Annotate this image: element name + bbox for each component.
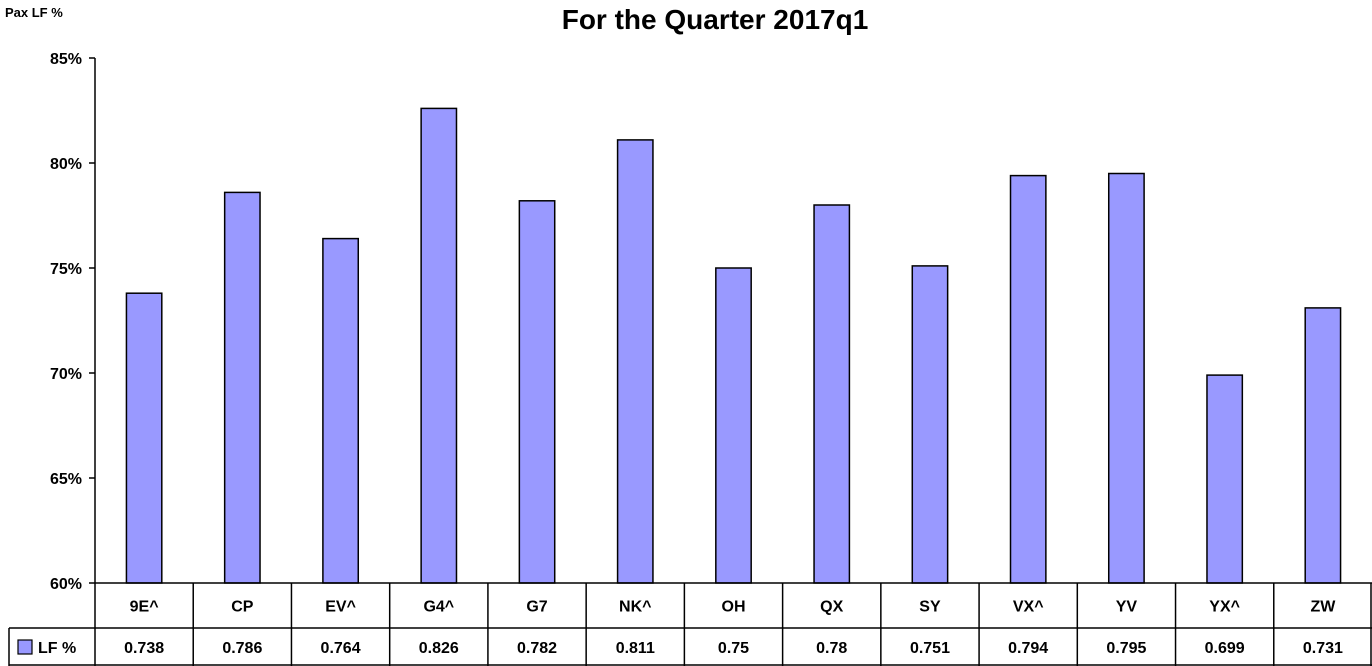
data-label: 0.786 — [222, 640, 262, 657]
x-tick-label: EV^ — [325, 599, 356, 616]
x-tick-label: OH — [722, 599, 746, 616]
bar-series — [125, 107, 1342, 584]
bar — [322, 237, 360, 584]
x-tick-label: CP — [231, 599, 254, 616]
chart-title: For the Quarter 2017q1 — [562, 4, 869, 35]
data-label: 0.78 — [816, 640, 847, 657]
x-tick-label: 9E^ — [130, 599, 159, 616]
x-tick-label: NK^ — [619, 599, 651, 616]
bar — [1206, 374, 1244, 584]
data-label: 0.731 — [1303, 640, 1343, 657]
y-tick-label: 80% — [50, 156, 82, 173]
legend-label: LF % — [38, 640, 76, 657]
y-tick-label: 60% — [50, 576, 82, 593]
bar — [1304, 307, 1342, 584]
bar — [420, 107, 458, 584]
bar — [518, 200, 556, 584]
data-label: 0.826 — [419, 640, 459, 657]
data-label: 0.75 — [718, 640, 749, 657]
x-tick-label: SY — [919, 599, 941, 616]
data-label: 0.764 — [321, 640, 361, 657]
bar — [125, 292, 163, 584]
legend-swatch — [17, 639, 33, 655]
bar — [616, 139, 654, 584]
data-table: 9E^ CP EV^ G4^ G7 NK^ OH QX SY VX^ YV YX^ ZW 0.738 0.7… — [8, 582, 1372, 666]
x-tick-label: YV — [1116, 599, 1138, 616]
y-tick-label: 85% — [50, 51, 82, 68]
x-tick-label: QX — [820, 599, 843, 616]
y-axis: 60% 65% 70% 75% 80% 85% — [50, 51, 96, 593]
bar — [223, 191, 261, 584]
data-label: 0.794 — [1008, 640, 1048, 657]
bar — [813, 204, 851, 584]
data-label: 0.751 — [910, 640, 950, 657]
y-tick-label: 70% — [50, 366, 82, 383]
x-tick-label: VX^ — [1013, 599, 1044, 616]
data-label: 0.699 — [1205, 640, 1245, 657]
x-tick-label: ZW — [1310, 599, 1336, 616]
data-label: 0.782 — [517, 640, 557, 657]
data-label: 0.738 — [124, 640, 164, 657]
y-tick-label: 65% — [50, 471, 82, 488]
y-axis-label: Pax LF % — [5, 5, 63, 20]
x-tick-label: G4^ — [423, 599, 454, 616]
bar — [1009, 174, 1047, 584]
data-label: 0.795 — [1106, 640, 1146, 657]
bar — [715, 267, 752, 584]
bar — [1107, 172, 1145, 584]
y-tick-label: 75% — [50, 261, 82, 278]
x-tick-label: G7 — [526, 599, 547, 616]
data-label: 0.811 — [616, 640, 655, 657]
x-tick-label: YX^ — [1209, 599, 1240, 616]
bar — [911, 265, 949, 584]
